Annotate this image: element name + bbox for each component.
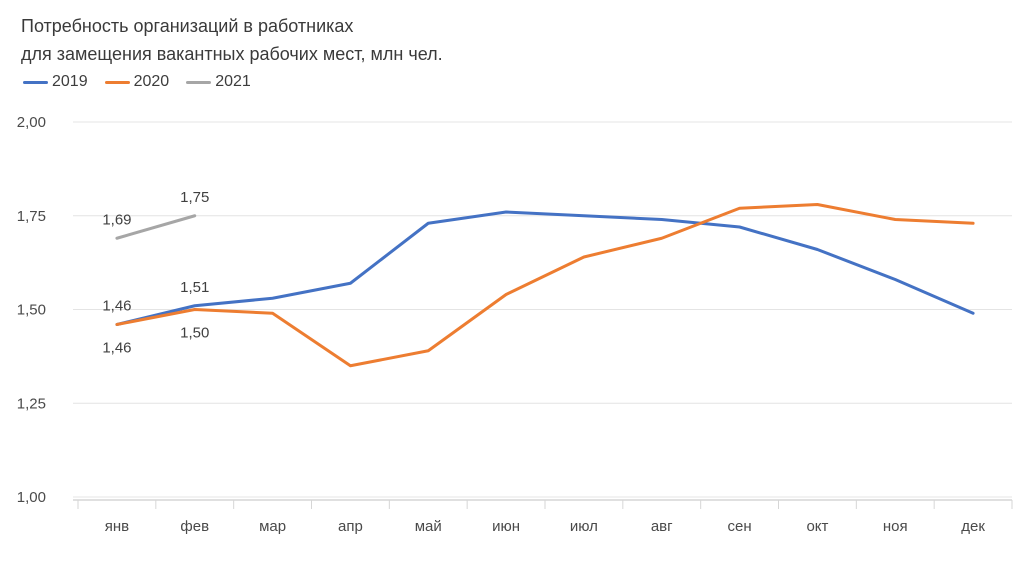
y-axis-tick-label: 1,50 — [17, 302, 46, 319]
x-axis-tick-label: авг — [651, 518, 673, 535]
y-axis-tick-label: 1,25 — [17, 395, 46, 412]
legend-label: 2020 — [133, 73, 170, 90]
legend-item-2019: 2019 — [23, 73, 88, 91]
x-axis-tick-label: дек — [961, 518, 985, 535]
x-axis-tick-label: ноя — [883, 518, 908, 535]
chart-title-line2: для замещения вакантных рабочих мест, мл… — [21, 44, 443, 64]
x-axis-tick-label: окт — [806, 518, 828, 535]
x-axis-tick-label: мар — [259, 518, 286, 535]
legend-item-2021: 2021 — [186, 73, 251, 91]
x-axis-tick-label: янв — [105, 518, 129, 535]
data-label: 1,46 — [102, 340, 131, 357]
series-line-2019 — [115, 210, 975, 326]
chart-title-block: Потребность организаций в работниках для… — [21, 12, 443, 68]
series-line-2020 — [115, 203, 975, 368]
legend-line-swatch — [23, 80, 48, 84]
chart-title-line1: Потребность организаций в работниках — [21, 16, 354, 36]
y-axis-tick-label: 1,00 — [17, 489, 46, 506]
legend-label: 2021 — [215, 73, 251, 90]
data-label: 1,75 — [180, 189, 209, 206]
x-axis-tick-label: апр — [338, 518, 363, 535]
y-axis-tick-label: 2,00 — [17, 114, 46, 131]
data-label: 1,69 — [102, 211, 131, 228]
legend-line-swatch — [186, 80, 212, 84]
legend-item-2020: 2020 — [104, 73, 170, 91]
y-axis-tick-label: 1,75 — [17, 208, 46, 225]
x-axis-tick-label: сен — [728, 518, 752, 535]
legend: 2019 2020 2021 — [23, 73, 251, 91]
data-label: 1,51 — [180, 279, 209, 296]
legend-line-swatch — [104, 80, 130, 84]
data-label: 1,50 — [180, 325, 209, 342]
x-axis-tick-label: июн — [492, 518, 520, 535]
legend-label: 2019 — [52, 73, 88, 90]
x-axis-tick-label: фев — [180, 518, 209, 535]
data-label: 1,46 — [102, 298, 131, 315]
series-line-2021 — [115, 214, 197, 240]
x-axis-tick-label: май — [415, 518, 442, 535]
x-axis-tick-label: июл — [570, 518, 598, 535]
